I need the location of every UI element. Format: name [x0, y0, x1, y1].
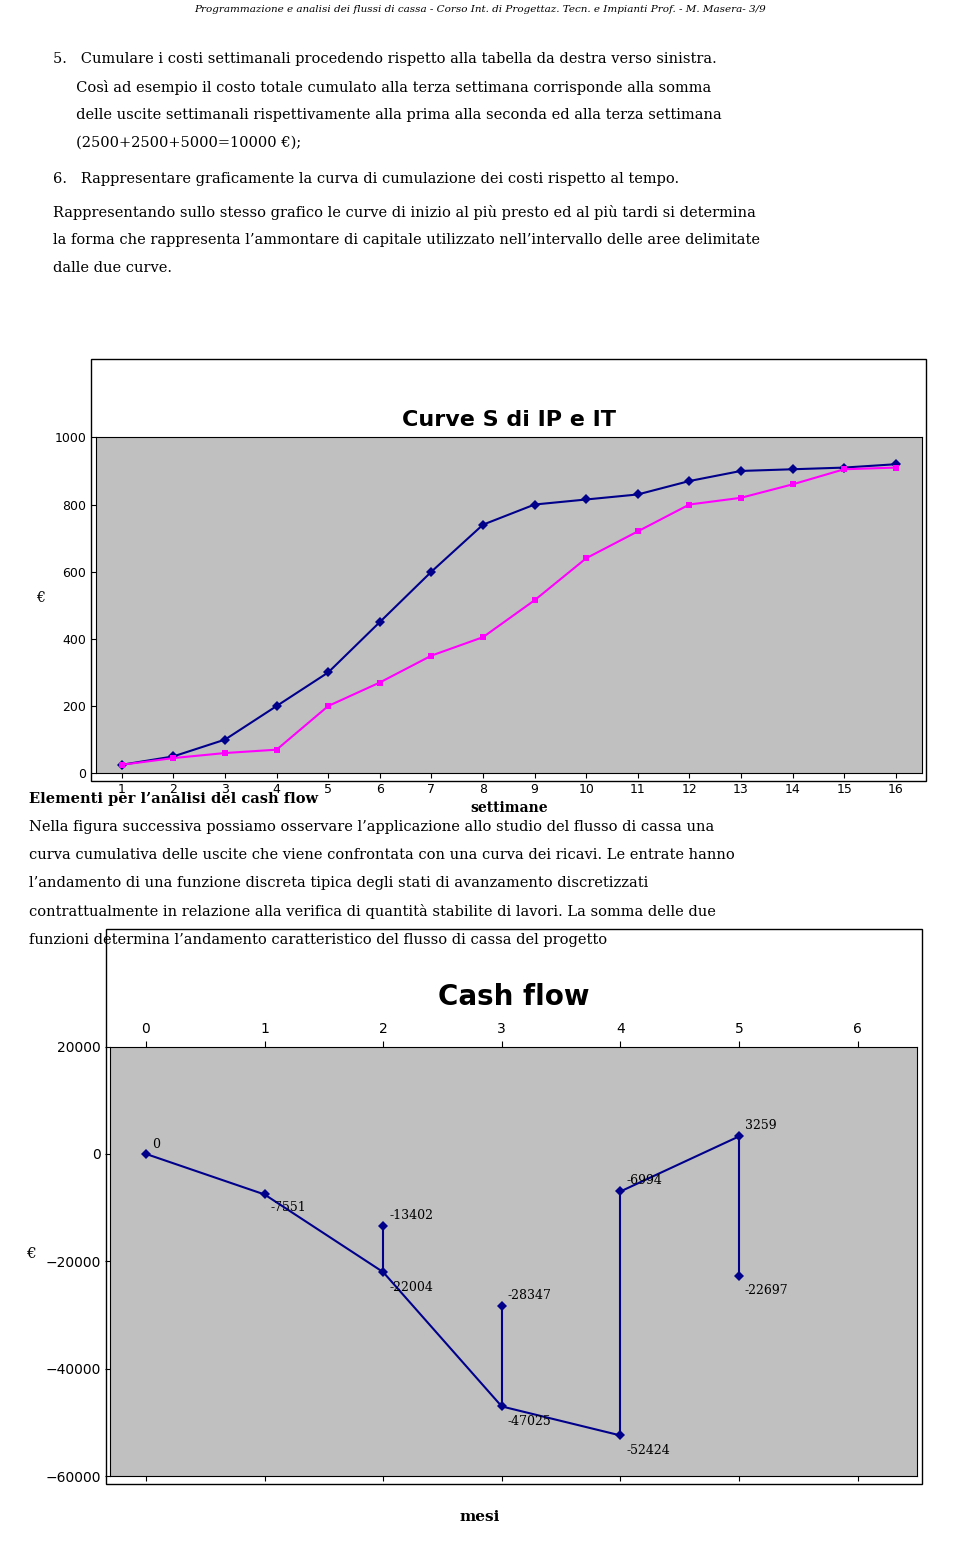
Text: mesi: mesi — [460, 1510, 500, 1525]
Text: -13402: -13402 — [389, 1209, 433, 1221]
Y-axis label: €: € — [27, 1248, 36, 1262]
Text: la forma che rappresenta l’ammontare di capitale utilizzato nell’intervallo dell: la forma che rappresenta l’ammontare di … — [53, 233, 759, 247]
X-axis label: settimane: settimane — [470, 801, 547, 815]
Text: funzioni determina l’andamento caratteristico del flusso di cassa del progetto: funzioni determina l’andamento caratteri… — [29, 933, 607, 947]
Title: Curve S di IP e IT: Curve S di IP e IT — [402, 411, 615, 430]
Text: curva cumulativa delle uscite che viene confrontata con una curva dei ricavi. Le: curva cumulativa delle uscite che viene … — [29, 848, 734, 862]
Text: -22004: -22004 — [389, 1281, 433, 1293]
Text: (2500+2500+5000=10000 €);: (2500+2500+5000=10000 €); — [53, 136, 301, 150]
Title: Cash flow: Cash flow — [438, 982, 589, 1011]
Text: contrattualmente in relazione alla verifica di quantità stabilite di lavori. La : contrattualmente in relazione alla verif… — [29, 904, 715, 920]
Text: Nella figura successiva possiamo osservare l’applicazione allo studio del flusso: Nella figura successiva possiamo osserva… — [29, 820, 714, 834]
Text: -52424: -52424 — [626, 1443, 670, 1457]
Text: Elementi per l’analisi del cash flow: Elementi per l’analisi del cash flow — [29, 792, 318, 806]
Text: 6.   Rappresentare graficamente la curva di cumulazione dei costi rispetto al te: 6. Rappresentare graficamente la curva d… — [53, 172, 679, 186]
Text: -28347: -28347 — [508, 1289, 552, 1301]
Text: l’andamento di una funzione discreta tipica degli stati di avanzamento discretiz: l’andamento di una funzione discreta tip… — [29, 876, 648, 890]
Text: -6994: -6994 — [626, 1175, 662, 1187]
Text: -47025: -47025 — [508, 1415, 551, 1428]
Text: 3259: 3259 — [745, 1120, 777, 1132]
Text: -7551: -7551 — [271, 1201, 306, 1214]
Text: Programmazione e analisi dei flussi di cassa - Corso Int. di Progettaz. Tecn. e : Programmazione e analisi dei flussi di c… — [194, 5, 766, 14]
Text: -22697: -22697 — [745, 1284, 788, 1298]
Text: 0: 0 — [152, 1137, 160, 1151]
Text: 5.   Cumulare i costi settimanali procedendo rispetto alla tabella da destra ver: 5. Cumulare i costi settimanali proceden… — [53, 52, 716, 66]
Y-axis label: €: € — [36, 592, 45, 606]
Text: delle uscite settimanali rispettivamente alla prima alla seconda ed alla terza s: delle uscite settimanali rispettivamente… — [53, 108, 722, 122]
Text: Rappresentando sullo stesso grafico le curve di inizio al più presto ed al più t: Rappresentando sullo stesso grafico le c… — [53, 205, 756, 220]
Text: dalle due curve.: dalle due curve. — [53, 261, 172, 275]
Text: Così ad esempio il costo totale cumulato alla terza settimana corrisponde alla s: Così ad esempio il costo totale cumulato… — [53, 80, 711, 95]
